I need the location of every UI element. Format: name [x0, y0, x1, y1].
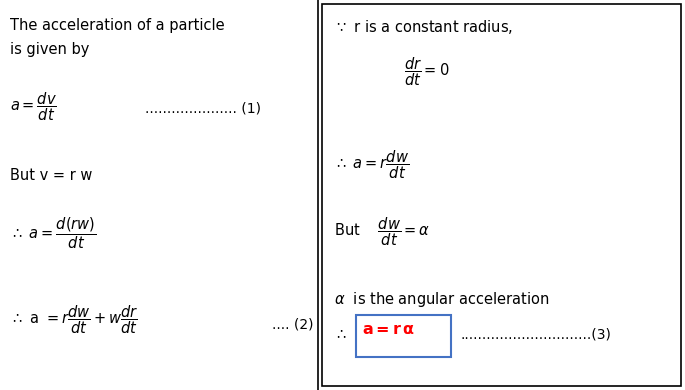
Text: $\alpha$  is the angular acceleration: $\alpha$ is the angular acceleration: [334, 290, 549, 309]
Text: $\dfrac{dr}{dt} = 0$: $\dfrac{dr}{dt} = 0$: [404, 55, 449, 88]
Text: $\therefore$: $\therefore$: [334, 326, 347, 341]
Text: $\mathbf{a = r\,\alpha}$: $\mathbf{a = r\,\alpha}$: [362, 322, 415, 337]
Text: is given by: is given by: [10, 42, 89, 57]
Text: ..............................(3): ..............................(3): [461, 328, 612, 342]
Text: The acceleration of a particle: The acceleration of a particle: [10, 18, 225, 33]
Text: But v = r w: But v = r w: [10, 168, 92, 183]
Text: .... (2): .... (2): [272, 318, 314, 332]
Bar: [356, 315, 451, 357]
Text: $a = \dfrac{dv}{dt}$: $a = \dfrac{dv}{dt}$: [10, 90, 57, 122]
Text: $\because$ r is a constant radius,: $\because$ r is a constant radius,: [334, 18, 513, 36]
Text: But $\quad\dfrac{dw}{dt} = \alpha$: But $\quad\dfrac{dw}{dt} = \alpha$: [334, 215, 430, 248]
Text: $\therefore \; a = \dfrac{d(rw)}{dt}$: $\therefore \; a = \dfrac{d(rw)}{dt}$: [10, 215, 97, 250]
Text: $\therefore \; a = r\dfrac{dw}{dt}$: $\therefore \; a = r\dfrac{dw}{dt}$: [334, 148, 409, 181]
Bar: [322, 4, 681, 386]
Text: ..................... (1): ..................... (1): [145, 102, 261, 116]
Text: $\therefore$ a $= r\dfrac{dw}{dt} + w\dfrac{dr}{dt}$: $\therefore$ a $= r\dfrac{dw}{dt} + w\df…: [10, 303, 138, 335]
